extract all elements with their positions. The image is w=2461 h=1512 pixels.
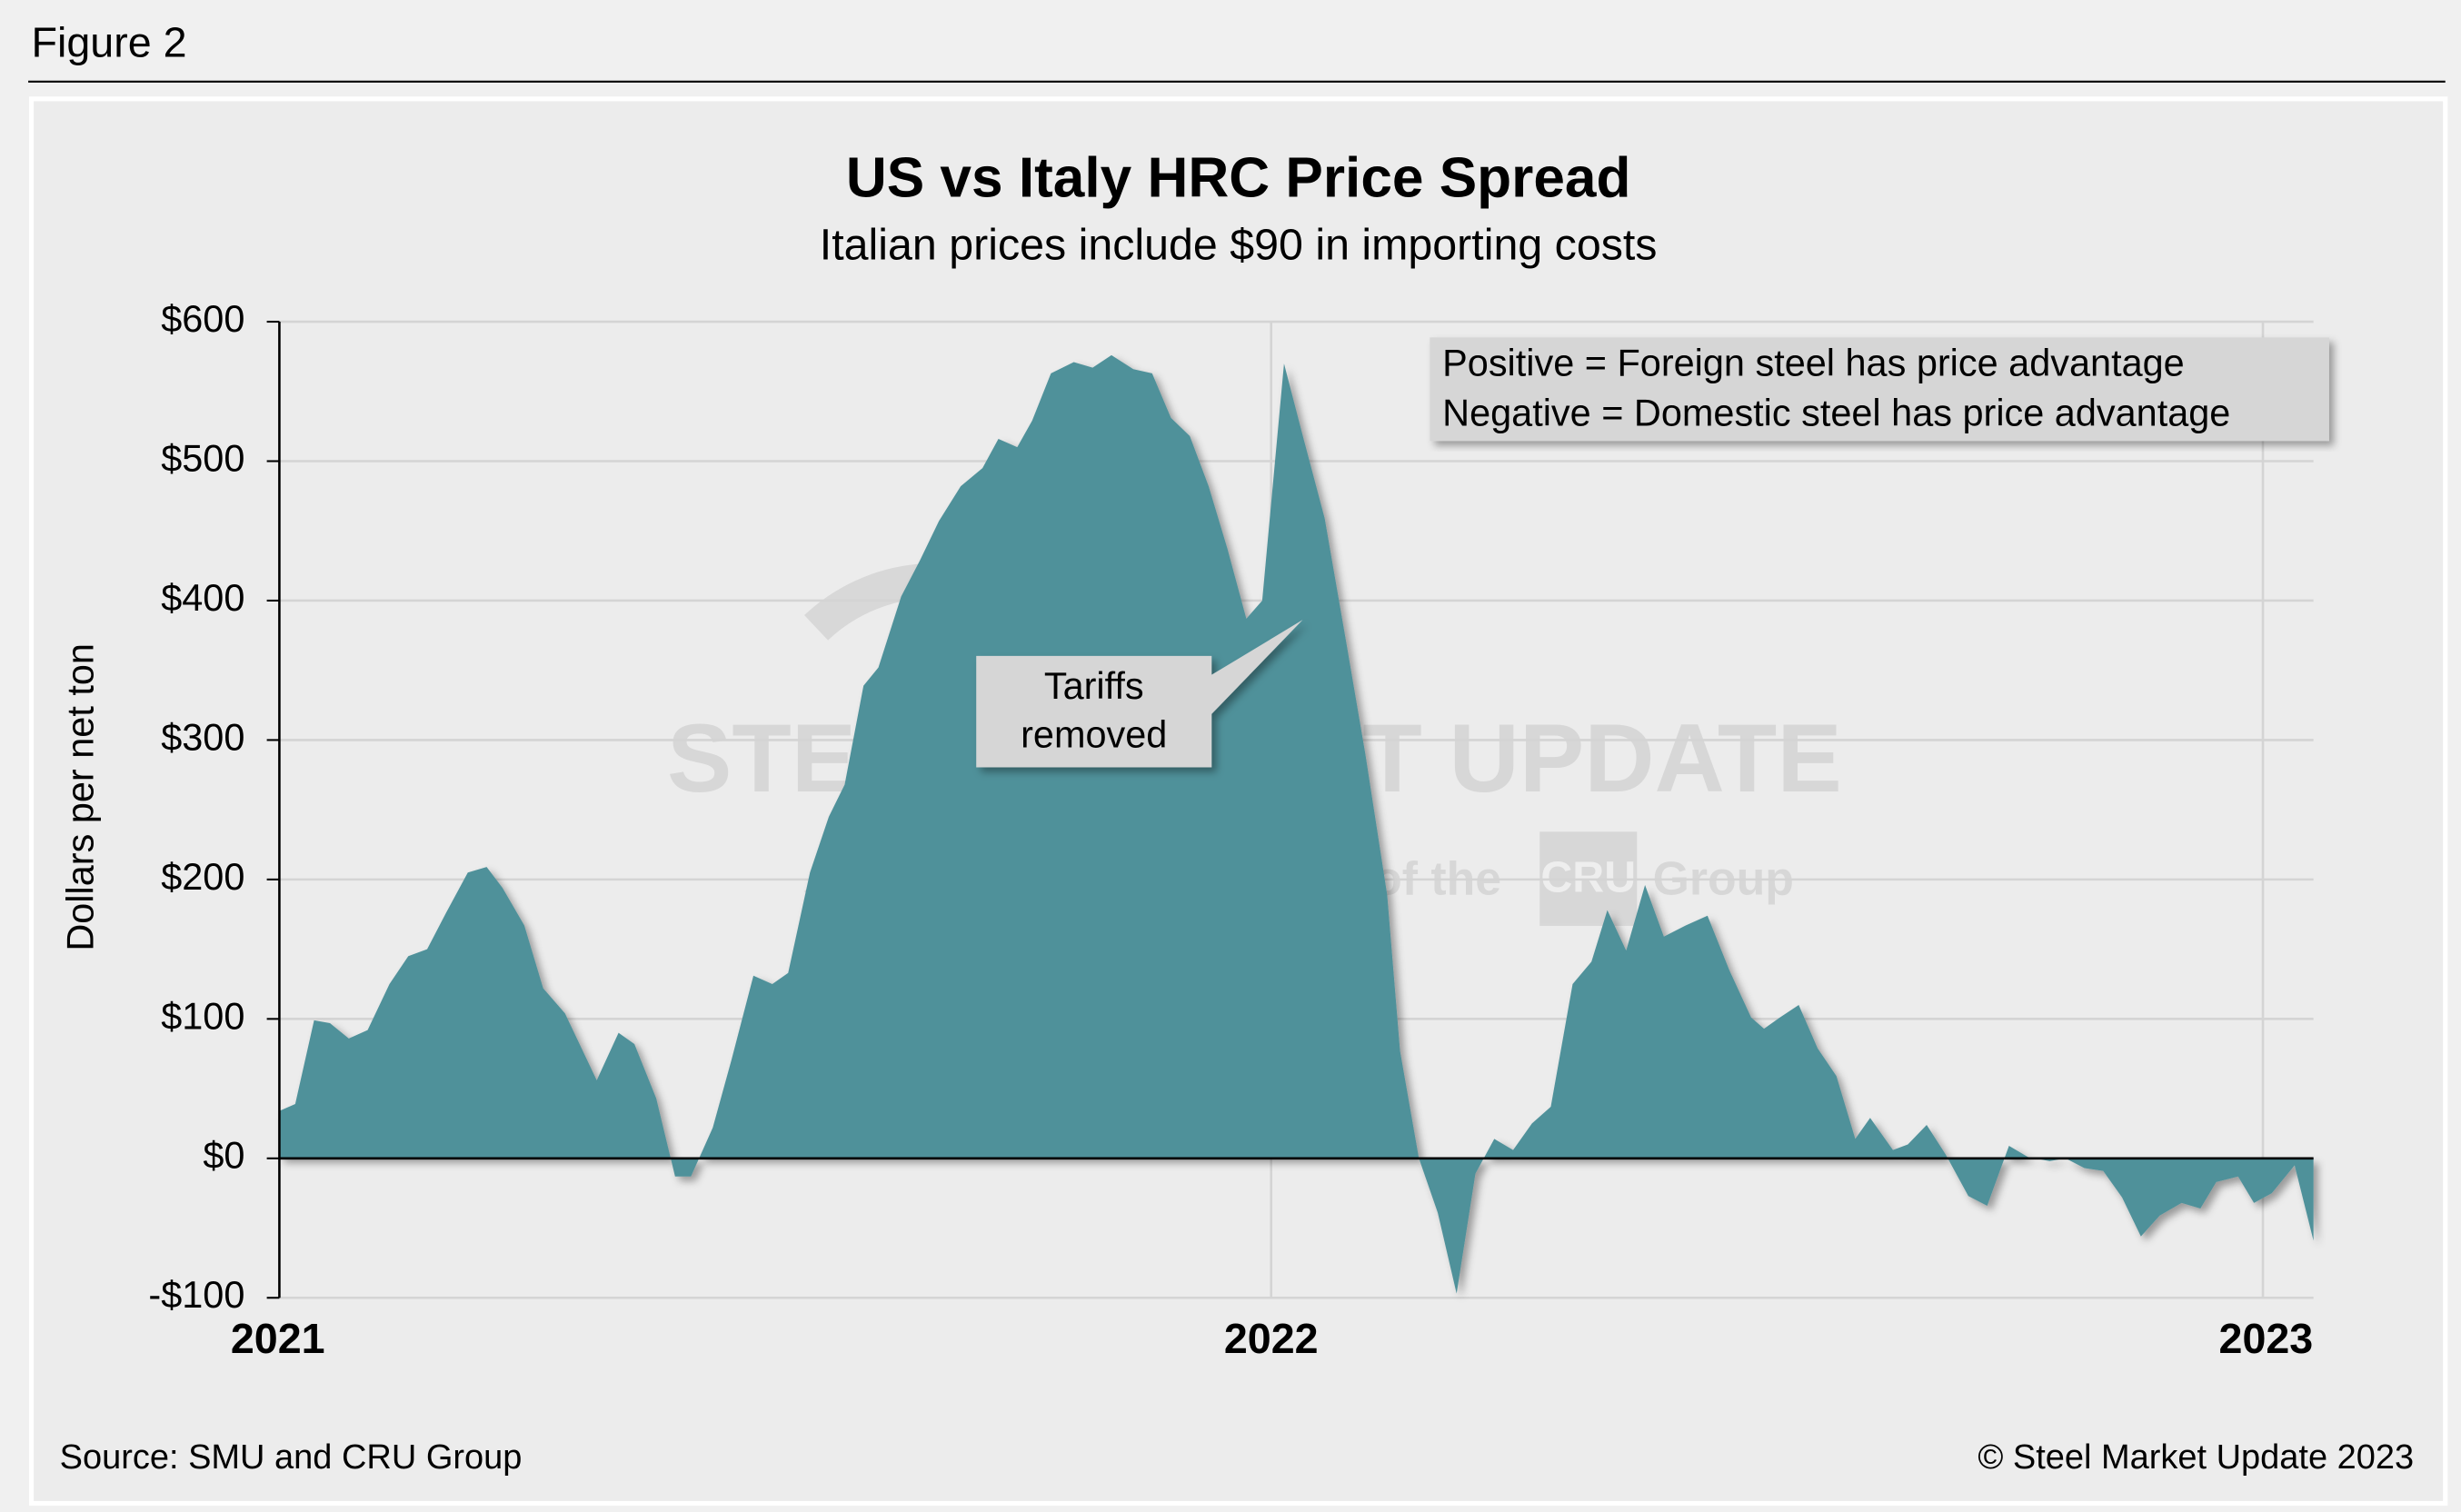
source-note: Source: SMU and CRU Group xyxy=(60,1438,523,1477)
y-tick-label: -$100 xyxy=(148,1273,244,1316)
callout-box xyxy=(976,620,1303,768)
y-axis-label: Dollars per net ton xyxy=(58,643,101,951)
y-tick-label: $200 xyxy=(161,855,244,898)
y-tick-label: $500 xyxy=(161,436,244,479)
copyright-note: © Steel Market Update 2023 xyxy=(1978,1438,2414,1477)
chart-title: US vs Italy HRC Price Spread xyxy=(846,147,1631,210)
y-tick-label: $400 xyxy=(161,576,244,619)
callout-text: Tariffs xyxy=(1044,664,1144,707)
y-tick-label: $300 xyxy=(161,715,244,758)
watermark-text: Group xyxy=(1653,851,1794,904)
x-tick-label: 2023 xyxy=(2219,1315,2314,1362)
note-background xyxy=(1430,337,2329,442)
y-tick-label: $100 xyxy=(161,994,244,1037)
callout-text: removed xyxy=(1021,713,1167,756)
figure-label: Figure 2 xyxy=(32,18,187,65)
area xyxy=(279,354,2314,1294)
callout-background xyxy=(976,620,1303,768)
note-box xyxy=(1430,337,2329,442)
note-text: Negative = Domestic steel has price adva… xyxy=(1442,392,2230,434)
x-tick-label: 2021 xyxy=(231,1315,325,1362)
y-tick-label: $0 xyxy=(203,1134,244,1177)
note-text: Positive = Foreign steel has price advan… xyxy=(1442,341,2185,383)
chart-subtitle: Italian prices include $90 in importing … xyxy=(820,221,1658,270)
x-tick-label: 2022 xyxy=(1224,1315,1319,1362)
watermark-text: CRU xyxy=(1540,853,1636,902)
plot-area: -$100 $0 $100 $200 $300 $400 $500 $600 2021 2022 2… xyxy=(148,297,2314,1362)
y-tick-label: $600 xyxy=(161,297,244,340)
